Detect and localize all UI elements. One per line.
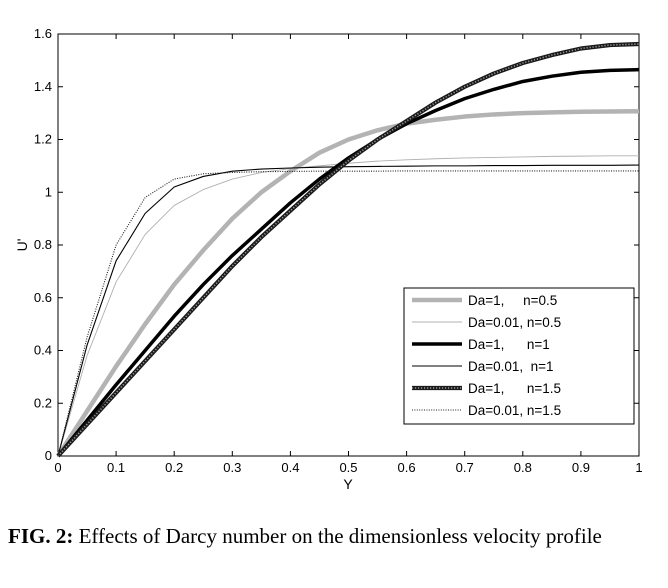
legend-label: Da=1, n=1 [468, 337, 550, 352]
series-line-4 [57, 164, 640, 457]
x-tick-label: 0 [54, 460, 61, 475]
x-tick-label: 1 [635, 460, 642, 475]
x-tick-label: 0.8 [514, 460, 532, 475]
legend-entry-1: Da=1, n=0.5 [412, 293, 557, 308]
x-tick-label: 0.1 [107, 460, 125, 475]
series-path [57, 164, 640, 457]
legend-entry-3: Da=1, n=1 [412, 337, 550, 352]
velocity-profile-chart: 0 0.1 0.2 0.3 0.4 0.5 0.6 0.7 0.8 0.9 1 0 0.2 0.4 0.6… [14, 26, 643, 492]
legend-label: Da=0.01, n=1.5 [468, 403, 561, 418]
legend-entry-6: Da=0.01, n=1.5 [412, 403, 561, 418]
y-tick-label: 0.8 [34, 237, 52, 252]
x-tick-label: 0.7 [456, 460, 474, 475]
y-tick-label: 1.4 [34, 79, 52, 94]
legend-label: Da=0.01, n=1 [468, 359, 554, 374]
legend-label: Da=1, n=1.5 [468, 381, 561, 396]
x-tick-label: 0.3 [223, 460, 241, 475]
legend-entry-4: Da=0.01, n=1 [412, 359, 554, 374]
series-line-1 [56, 109, 640, 458]
series-line-6 [57, 170, 639, 457]
legend-entry-2: Da=0.01, n=0.5 [412, 315, 561, 330]
x-tick-label: 0.5 [339, 460, 357, 475]
y-tick-label: 1.6 [34, 26, 52, 41]
y-tick-label: 0.2 [34, 395, 52, 410]
x-tick-label: 0.6 [398, 460, 416, 475]
x-tick-label: 0.9 [572, 460, 590, 475]
y-tick-label: 1.2 [34, 132, 52, 147]
figure-caption-label: FIG. 2: [8, 524, 74, 548]
figure-caption-text: Effects of Darcy number on the dimension… [73, 524, 602, 548]
x-axis-label: Y [343, 476, 353, 492]
series-layer [56, 41, 640, 458]
y-tick-label: 1 [45, 184, 52, 199]
y-tick-label: 0 [45, 448, 52, 463]
legend-label: Da=0.01, n=0.5 [468, 315, 561, 330]
x-axis-ticks: 0 0.1 0.2 0.3 0.4 0.5 0.6 0.7 0.8 0.9 1 [54, 34, 643, 475]
legend-entry-5: Da=1, n=1.5 [412, 381, 561, 396]
y-axis-label: U' [14, 239, 30, 252]
x-tick-label: 0.2 [165, 460, 183, 475]
series-path [57, 43, 640, 457]
series-line-5 [56, 41, 640, 458]
series-path [56, 109, 640, 458]
legend-label: Da=1, n=0.5 [468, 293, 557, 308]
legend-box [403, 287, 635, 425]
series-line-3 [56, 67, 640, 458]
y-tick-label: 0.4 [34, 343, 52, 358]
y-axis-ticks: 0 0.2 0.4 0.6 0.8 1 1.2 1.4 1.6 [34, 26, 639, 463]
legend: Da=1, n=0.5 Da=0.01, n=0.5 Da=1, n=1 Da=0.0… [403, 287, 635, 425]
series-path [57, 170, 639, 457]
y-tick-label: 0.6 [34, 290, 52, 305]
figure-caption: FIG. 2: Effects of Darcy number on the d… [8, 524, 664, 549]
x-tick-label: 0.4 [281, 460, 299, 475]
series-path [56, 67, 640, 458]
